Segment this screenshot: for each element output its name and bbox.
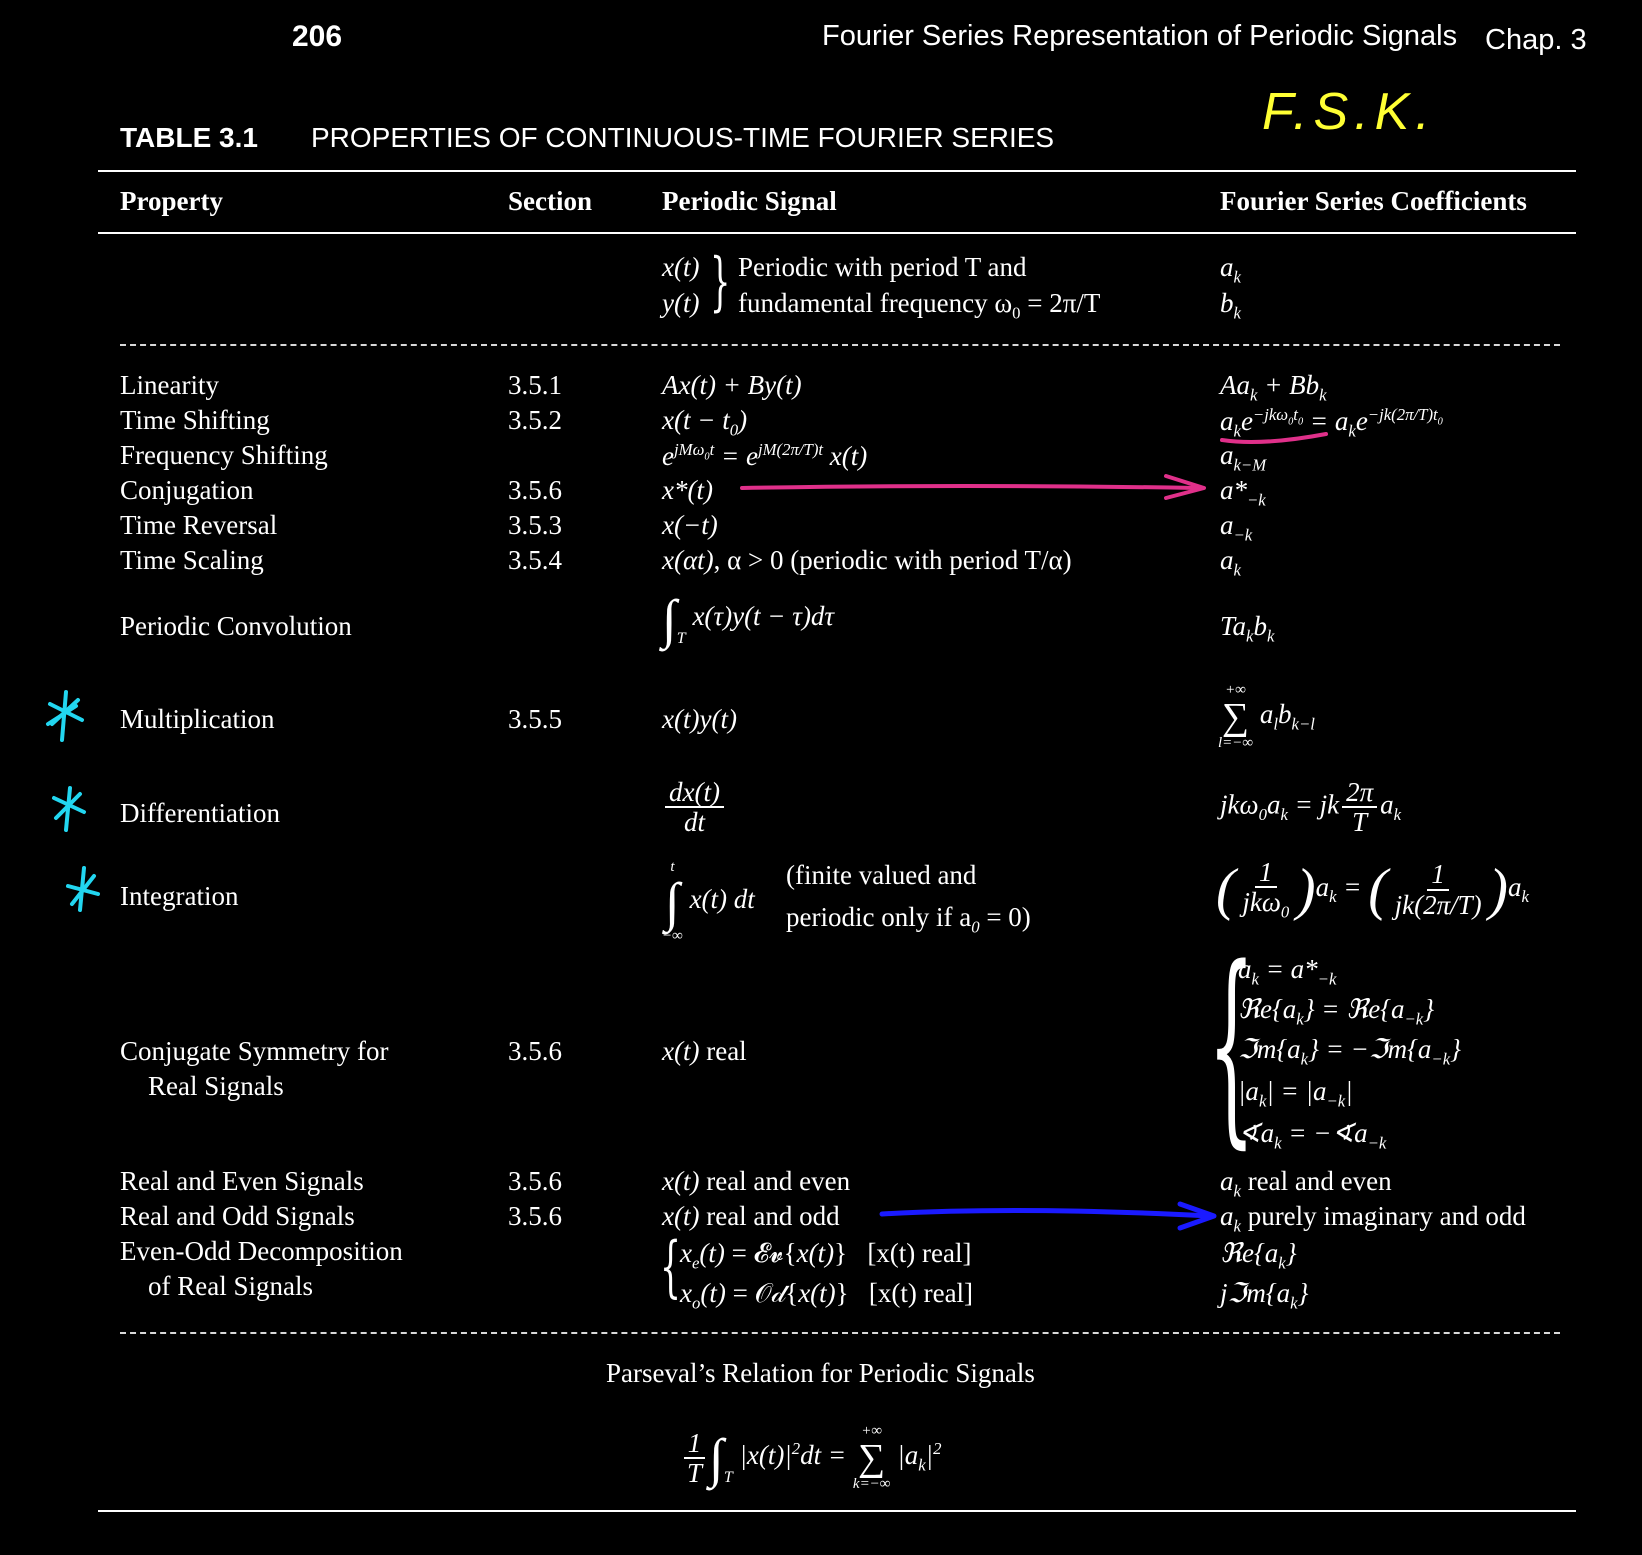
coef-real-even: ak real and even xyxy=(1220,1166,1392,1201)
property-multiplication: Multiplication xyxy=(120,704,275,734)
property-conjugation: Conjugation xyxy=(120,475,254,505)
property-real-odd: Real and Odd Signals xyxy=(120,1201,355,1231)
signal-periodic-convolution: ∫T x(τ)y(t − τ)dτ xyxy=(662,589,835,649)
signal-conjugation: x*(t) xyxy=(662,475,713,505)
coef-periodic-convolution: Takbk xyxy=(1220,611,1275,646)
even-odd-brace: { xyxy=(660,1228,681,1305)
intro-coef-a: ak xyxy=(1220,252,1241,287)
signal-linearity: Ax(t) + By(t) xyxy=(662,370,802,400)
coef-symmetry-1: ak = a*−k xyxy=(1238,954,1337,989)
column-header-coefficients: Fourier Series Coefficients xyxy=(1220,186,1527,216)
property-linearity: Linearity xyxy=(120,370,219,400)
running-title: Fourier Series Representation of Periodi… xyxy=(822,20,1458,52)
section-real-even: 3.5.6 xyxy=(508,1166,562,1196)
property-time-shifting: Time Shifting xyxy=(120,405,270,435)
signal-integration: t ∫ −∞ x(t) dt xyxy=(662,859,755,944)
coef-linearity: Aak + Bbk xyxy=(1220,370,1327,405)
coef-multiplication: +∞ ∑ l=−∞ albk−l xyxy=(1218,682,1315,751)
page-number: 206 xyxy=(292,20,343,53)
coef-symmetry-4: |ak| = |a−k| xyxy=(1238,1076,1353,1111)
property-conjugate-symmetry: Conjugate Symmetry for xyxy=(120,1036,389,1066)
conjugate-symmetry-brace: { xyxy=(1208,922,1255,1167)
cyan-star-multiplication xyxy=(46,690,84,742)
coef-odd-part: jℑm{ak} xyxy=(1220,1278,1309,1313)
property-even-odd-decomposition: Even-Odd Decomposition xyxy=(120,1236,403,1266)
signal-time-reversal: x(−t) xyxy=(662,510,718,540)
intro-desc-line1: Periodic with period T and xyxy=(738,252,1027,282)
coef-time-scaling: ak xyxy=(1220,545,1241,580)
column-header-section: Section xyxy=(508,186,592,216)
header-rule xyxy=(98,232,1576,234)
signal-real-odd: x(t) real and odd xyxy=(662,1201,840,1231)
section-multiplication: 3.5.5 xyxy=(508,704,562,734)
section-real-odd: 3.5.6 xyxy=(508,1201,562,1231)
section-time-scaling: 3.5.4 xyxy=(508,545,562,575)
coef-symmetry-3: ℑm{ak} = −ℑm{a−k} xyxy=(1238,1034,1461,1069)
coef-symmetry-5: ∢ak = −∢a−k xyxy=(1238,1118,1387,1153)
coef-symmetry-2: ℜe{ak} = ℜe{a−k} xyxy=(1238,994,1435,1029)
coef-even-part: ℜe{ak} xyxy=(1220,1238,1297,1273)
integration-note-line2: periodic only if a0 = 0) xyxy=(786,902,1031,937)
chapter-label: Chap. 3 xyxy=(1485,24,1587,56)
section-linearity: 3.5.1 xyxy=(508,370,562,400)
magenta-arrowhead xyxy=(1164,474,1206,500)
magenta-arrow xyxy=(740,484,1200,490)
coef-real-odd: ak purely imaginary and odd xyxy=(1220,1201,1526,1236)
signal-frequency-shifting: ejMω0t = ejM(2π/T)t x(t) xyxy=(662,440,868,471)
handwritten-note: F.S.K. xyxy=(1262,83,1436,141)
signal-real-even: x(t) real and even xyxy=(662,1166,851,1196)
parseval-formula: 1 T ∫T |x(t)|2dt = +∞ ∑ k=−∞ |ak|2 xyxy=(680,1424,941,1492)
property-time-reversal: Time Reversal xyxy=(120,510,278,540)
signal-multiplication: x(t)y(t) xyxy=(662,704,737,734)
intro-desc-line2: fundamental frequency ω0 = 2π/T xyxy=(738,288,1101,323)
dashed-rule-top xyxy=(120,344,1560,346)
intro-brace: } xyxy=(710,245,731,319)
parseval-title: Parseval’s Relation for Periodic Signals xyxy=(606,1358,1035,1388)
section-conjugation: 3.5.6 xyxy=(508,475,562,505)
property-real-even: Real and Even Signals xyxy=(120,1166,364,1196)
blue-arrowhead xyxy=(1177,1201,1217,1231)
intro-signal-x: x(t) xyxy=(662,252,700,282)
coef-frequency-shifting: ak−M xyxy=(1220,440,1267,475)
cyan-star-differentiation xyxy=(52,786,86,832)
property-time-scaling: Time Scaling xyxy=(120,545,264,575)
blue-arrow xyxy=(879,1207,1213,1219)
property-frequency-shifting: Frequency Shifting xyxy=(120,440,328,470)
signal-time-scaling: x(αt), α > 0 (periodic with period T/α) xyxy=(662,545,1072,575)
coef-integration: (1 jkω0)ak = (1 jk(2π/T))ak xyxy=(1216,856,1529,922)
section-conjugate-symmetry: 3.5.6 xyxy=(508,1036,562,1066)
coef-time-shifting: ake−jkω0t0 = ake−jk(2π/T)t0 xyxy=(1220,405,1443,441)
signal-odd-part: xo(t) = 𝒪𝒹{x(t)} [x(t) real] xyxy=(680,1278,974,1313)
property-even-odd-decomposition-line2: of Real Signals xyxy=(148,1271,313,1301)
dashed-rule-bottom xyxy=(120,1332,1560,1334)
cyan-star-integration xyxy=(66,866,100,912)
signal-time-shifting: x(t − t0) xyxy=(662,405,748,440)
table-title: PROPERTIES OF CONTINUOUS-TIME FOURIER SE… xyxy=(311,122,1055,153)
bottom-rule xyxy=(98,1510,1576,1512)
coef-conjugation: a*−k xyxy=(1220,475,1266,510)
signal-differentiation: dx(t) dt xyxy=(662,778,727,837)
signal-even-part: xe(t) = 𝓔𝓿{x(t)} [x(t) real] xyxy=(680,1238,972,1273)
coef-time-reversal: a−k xyxy=(1220,510,1253,545)
property-differentiation: Differentiation xyxy=(120,798,280,828)
table-label: TABLE 3.1 xyxy=(120,122,258,153)
section-time-reversal: 3.5.3 xyxy=(508,510,562,540)
column-header-property: Property xyxy=(120,186,223,216)
section-time-shifting: 3.5.2 xyxy=(508,405,562,435)
property-periodic-convolution: Periodic Convolution xyxy=(120,611,352,641)
property-integration: Integration xyxy=(120,881,239,911)
intro-coef-b: bk xyxy=(1220,288,1241,323)
integration-note-line1: (finite valued and xyxy=(786,860,977,890)
signal-conjugate-symmetry: x(t) real xyxy=(662,1036,747,1066)
top-rule xyxy=(98,170,1576,172)
intro-signal-y: y(t) xyxy=(662,288,700,318)
property-conjugate-symmetry-line2: Real Signals xyxy=(148,1071,284,1101)
column-header-periodic-signal: Periodic Signal xyxy=(662,186,837,216)
